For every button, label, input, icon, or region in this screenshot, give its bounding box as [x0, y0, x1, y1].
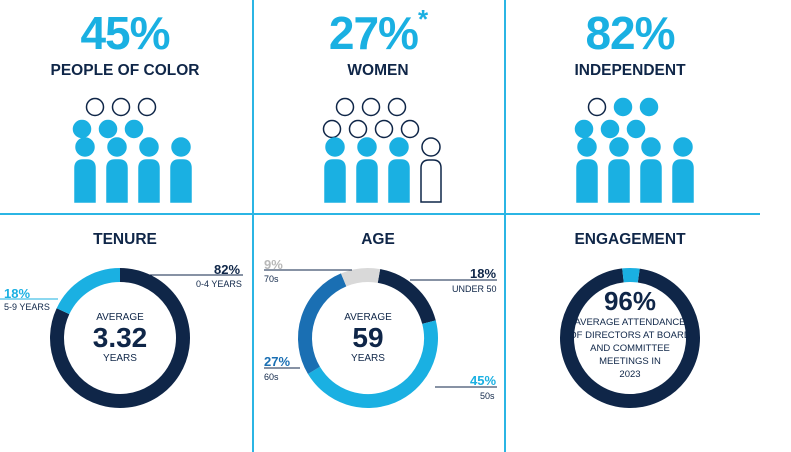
- divider-horizontal: [0, 213, 760, 215]
- independent-label: INDEPENDENT: [574, 62, 686, 79]
- age-center: AVERAGE 59 YEARS: [293, 312, 443, 364]
- women-label: WOMEN: [347, 62, 409, 79]
- age-27-percent: 27%: [264, 354, 291, 369]
- independent-pictogram: [574, 97, 694, 203]
- age-slice-70s: [340, 268, 381, 287]
- engagement-line-2: OF DIRECTORS AT BOARD: [569, 330, 691, 341]
- women-person-head-5: [348, 119, 368, 139]
- people-of-color-label: PEOPLE OF COLOR: [50, 62, 200, 79]
- independent-person-head-2: [613, 97, 633, 117]
- age-45-label: 50s: [480, 391, 495, 401]
- age-slice-50s: [307, 320, 438, 408]
- poc-person-body-9: [138, 159, 160, 203]
- tenure-average-value: 3.32: [92, 322, 148, 353]
- engagement-center: 96% AVERAGE ATTENDANCE OF DIRECTORS AT B…: [555, 286, 705, 381]
- independent-person-head-4: [574, 119, 594, 139]
- independent-person-head-3: [639, 97, 659, 117]
- engagement-line-3: AND COMMITTEE: [590, 343, 670, 354]
- tenure-82-percent: 82%: [214, 262, 241, 277]
- tenure-18-percent: 18%: [4, 286, 31, 301]
- independent-person-head-6: [626, 119, 646, 139]
- people-of-color-percent: 45%: [80, 7, 170, 59]
- engagement-line-1: AVERAGE ATTENDANCE: [574, 317, 686, 328]
- engagement-line-4: MEETINGS IN: [599, 356, 661, 367]
- poc-person-head-8: [107, 137, 127, 157]
- poc-person-body-8: [106, 159, 128, 203]
- independent-person-head-1: [587, 97, 607, 117]
- independent-person-head-8: [609, 137, 629, 157]
- tenure-years-label: YEARS: [103, 353, 137, 364]
- independent-person-body-7: [576, 159, 598, 203]
- women-person-body-11: [420, 159, 442, 203]
- age-years-label: YEARS: [351, 353, 385, 364]
- women-person-body-8: [324, 159, 346, 203]
- women-person-head-8: [325, 137, 345, 157]
- women-person-head-9: [357, 137, 377, 157]
- women-person-head-11: [421, 137, 441, 157]
- poc-person-head-9: [139, 137, 159, 157]
- tenure-slice-0-4-years: [50, 268, 190, 408]
- women-person-head-3: [387, 97, 407, 117]
- age-slice-under-50: [377, 269, 436, 325]
- women-person-head-6: [374, 119, 394, 139]
- age-45-percent: 45%: [470, 373, 497, 388]
- independent-person-head-9: [641, 137, 661, 157]
- poc-person-head-1: [85, 97, 105, 117]
- poc-person-head-2: [111, 97, 131, 117]
- age-18-label: UNDER 50: [452, 284, 497, 294]
- independent-person-body-8: [608, 159, 630, 203]
- age-9-percent: 9%: [264, 257, 283, 272]
- women-person-head-2: [361, 97, 381, 117]
- age-slice-60s: [298, 273, 347, 374]
- age-average-label: AVERAGE: [344, 312, 392, 323]
- independent-person-head-10: [673, 137, 693, 157]
- tenure-average-label: AVERAGE: [96, 312, 144, 323]
- age-donut-chart: [298, 268, 438, 408]
- poc-person-head-10: [171, 137, 191, 157]
- age-title: AGE: [361, 231, 395, 248]
- engagement-donut-chart: [560, 268, 700, 408]
- engagement-slice-attendance: [560, 268, 700, 408]
- women-person-body-9: [356, 159, 378, 203]
- women-person-body-10: [388, 159, 410, 203]
- age-18-percent: 18%: [470, 266, 497, 281]
- tenure-82-label: 0-4 YEARS: [196, 279, 242, 289]
- engagement-value: 96%: [603, 286, 657, 316]
- people-of-color-pictogram: [72, 97, 192, 203]
- poc-person-body-10: [170, 159, 192, 203]
- independent-person-body-9: [640, 159, 662, 203]
- tenure-slice-5-9-years: [56, 268, 121, 315]
- tenure-center: AVERAGE 3.32 YEARS: [45, 312, 195, 364]
- engagement-slice-other: [622, 268, 640, 283]
- poc-person-head-3: [137, 97, 157, 117]
- women-percent: 27%*: [328, 4, 428, 59]
- age-average-value: 59: [352, 322, 384, 353]
- independent-person-head-5: [600, 119, 620, 139]
- women-person-head-4: [322, 119, 342, 139]
- women-pictogram: [322, 97, 442, 203]
- tenure-title: TENURE: [93, 231, 157, 248]
- poc-person-head-7: [75, 137, 95, 157]
- age-9-label: 70s: [264, 274, 279, 284]
- women-person-head-7: [400, 119, 420, 139]
- engagement-line-5: 2023: [619, 369, 641, 380]
- divider-vertical-1: [252, 0, 254, 452]
- divider-vertical-2: [504, 0, 506, 452]
- poc-person-head-5: [98, 119, 118, 139]
- engagement-title: ENGAGEMENT: [574, 231, 686, 248]
- age-27-label: 60s: [264, 372, 279, 382]
- women-person-head-10: [389, 137, 409, 157]
- poc-person-head-6: [124, 119, 144, 139]
- tenure-18-label: 5-9 YEARS: [4, 302, 50, 312]
- tenure-donut-chart: [50, 268, 190, 408]
- poc-person-head-4: [72, 119, 92, 139]
- independent-person-head-7: [577, 137, 597, 157]
- independent-person-body-10: [672, 159, 694, 203]
- poc-person-body-7: [74, 159, 96, 203]
- women-person-head-1: [335, 97, 355, 117]
- independent-percent: 82%: [585, 7, 675, 59]
